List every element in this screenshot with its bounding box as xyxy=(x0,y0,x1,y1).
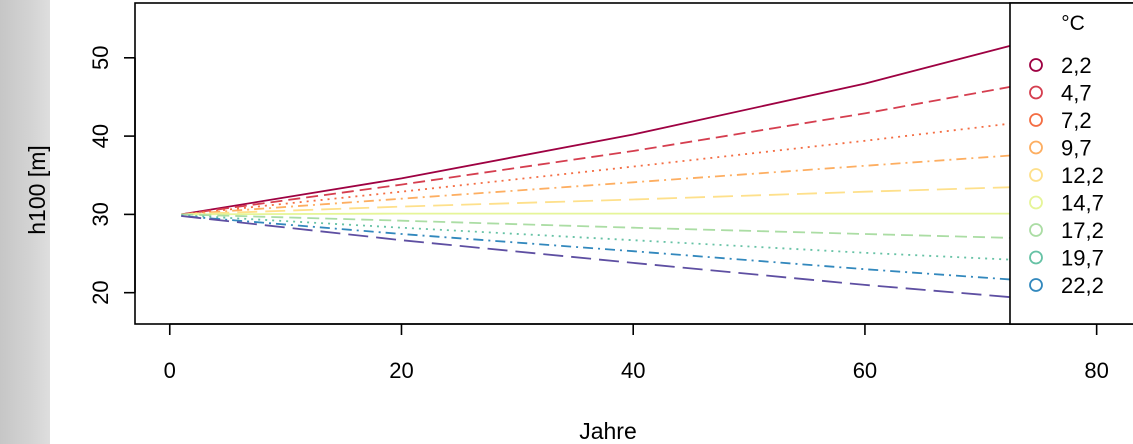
legend-label: 19,7 xyxy=(1061,246,1104,271)
y-axis-label: h100 [m] xyxy=(24,145,50,235)
legend-marker xyxy=(1029,168,1043,182)
legend-marker xyxy=(1029,250,1043,265)
legend-box xyxy=(1009,2,1133,325)
legend: °C 2,2 4,77,2 9,712,2 14,717,2 19,722,2 xyxy=(1009,2,1133,325)
plot-frame xyxy=(134,2,1133,325)
x-tick-label: 40 xyxy=(621,358,645,383)
legend-label: 17,2 xyxy=(1061,218,1104,243)
series-line-6 xyxy=(181,213,1097,242)
x-tick-label: 60 xyxy=(853,358,877,383)
x-tick-label: 0 xyxy=(164,358,176,383)
y-axis: 20 30 40 50 xyxy=(88,46,136,305)
legend-marker xyxy=(1029,223,1043,237)
legend-label: 7,2 xyxy=(1061,108,1092,133)
x-axis-label: Jahre xyxy=(579,418,637,444)
legend-label: 14,7 xyxy=(1061,191,1104,216)
x-tick-label: 20 xyxy=(389,358,413,383)
legend-marker xyxy=(1029,278,1043,292)
legend-label: 4,7 xyxy=(1061,81,1092,106)
legend-marker xyxy=(1029,85,1043,100)
y-tick-label: 20 xyxy=(88,280,113,304)
y-tick-label: 30 xyxy=(88,202,113,226)
legend-marker xyxy=(1029,195,1043,210)
legend-items: 2,2 4,77,2 9,712,2 14,717,2 19,722,2 xyxy=(1029,53,1104,298)
legend-label: 12,2 xyxy=(1061,163,1104,188)
left-gray-strip xyxy=(0,0,50,444)
legend-marker xyxy=(1029,113,1043,127)
legend-title: °C xyxy=(1061,12,1085,35)
series-line-8 xyxy=(181,215,1097,287)
legend-marker xyxy=(1029,140,1043,155)
series-line-5 xyxy=(181,212,1097,216)
y-tick-label: 40 xyxy=(88,124,113,148)
y-tick-label: 50 xyxy=(88,46,113,70)
legend-label: 9,7 xyxy=(1061,136,1092,161)
series-line-9 xyxy=(181,215,1097,306)
legend-label: 2,2 xyxy=(1061,53,1092,78)
x-tick-label: 80 xyxy=(1084,358,1108,383)
series-layer xyxy=(181,22,1097,306)
series-line-4 xyxy=(181,183,1097,216)
x-axis: 0 20 40 60 80 xyxy=(164,323,1109,383)
series-line-1 xyxy=(181,70,1097,216)
series-line-3 xyxy=(181,148,1097,216)
legend-label: 22,2 xyxy=(1061,273,1104,298)
series-line-2 xyxy=(181,112,1097,216)
series-line-7 xyxy=(181,214,1097,265)
legend-marker xyxy=(1029,58,1043,72)
series-line-0 xyxy=(181,22,1097,216)
